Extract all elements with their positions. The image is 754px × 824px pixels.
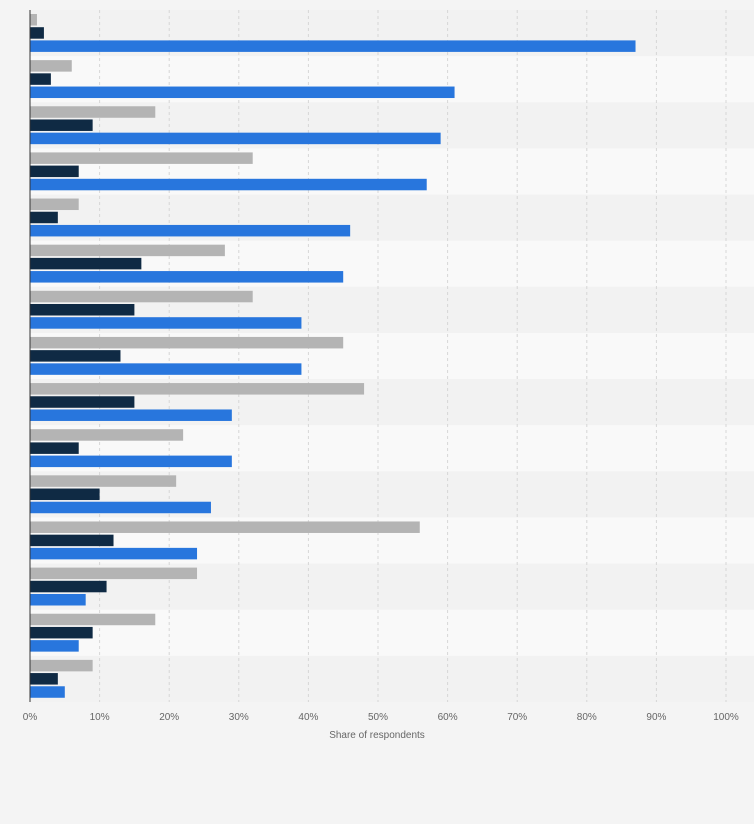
bar [30, 567, 198, 580]
row-band [30, 655, 754, 702]
bar [30, 547, 198, 560]
bar [30, 152, 253, 164]
bars [30, 14, 636, 698]
bar [30, 442, 79, 454]
bar [30, 475, 177, 487]
bar [30, 626, 93, 639]
bar [30, 198, 79, 211]
bar [30, 580, 107, 593]
x-axis-label: Share of respondents [329, 730, 425, 741]
x-tick-label: 20% [159, 712, 179, 723]
bar [30, 501, 211, 514]
bar [30, 178, 427, 191]
bar [30, 271, 344, 283]
bar [30, 27, 44, 39]
bar [30, 534, 114, 547]
bar [30, 14, 37, 26]
x-tick-label: 70% [507, 712, 527, 723]
bar [30, 73, 51, 85]
bar [30, 86, 455, 99]
bar [30, 673, 58, 685]
bar [30, 594, 86, 606]
bar [30, 409, 232, 421]
bar [30, 290, 253, 303]
bar [30, 40, 636, 52]
x-tick-label: 30% [229, 712, 249, 723]
x-tick-label: 40% [298, 712, 318, 723]
bar [30, 257, 142, 270]
bar [30, 132, 441, 145]
bar [30, 383, 365, 395]
x-tick-label: 60% [438, 712, 458, 723]
bar [30, 659, 93, 672]
bar [30, 336, 344, 349]
x-tick-label: 10% [90, 712, 110, 723]
x-tick-labels: 0% 10% 20% 30% 40% 50% 60% 70% 80% 90% 100% [23, 712, 739, 723]
bar [30, 396, 135, 408]
bar [30, 429, 184, 441]
bar [30, 211, 58, 224]
gridlines [99, 10, 727, 702]
bar [30, 317, 302, 329]
bar [30, 244, 225, 257]
bar [30, 640, 79, 652]
bar [30, 686, 65, 698]
x-tick-label: 100% [713, 712, 739, 723]
bar [30, 165, 79, 178]
bar [30, 119, 93, 131]
bar [30, 224, 351, 237]
bar [30, 60, 72, 72]
bar [30, 521, 420, 533]
x-tick-label: 80% [577, 712, 597, 723]
bar [30, 350, 121, 362]
bar [30, 613, 156, 626]
bar [30, 455, 232, 468]
x-tick-label: 90% [646, 712, 666, 723]
x-tick-label: 0% [23, 712, 38, 723]
bar [30, 106, 156, 118]
bar [30, 304, 135, 316]
bar [30, 488, 100, 501]
x-tick-label: 50% [368, 712, 388, 723]
bar [30, 363, 302, 375]
